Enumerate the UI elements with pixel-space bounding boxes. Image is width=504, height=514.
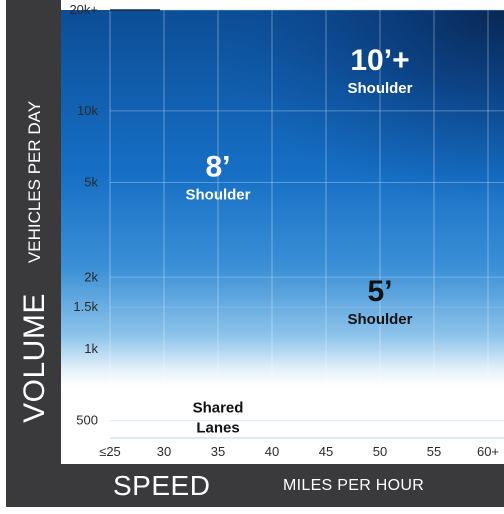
dark-corner-overlay	[110, 10, 504, 270]
zone-label: Shared	[193, 400, 244, 417]
y-axis-sublabel: VEHICLES PER DAY	[25, 100, 44, 264]
zone-size-label: 10’+	[350, 44, 409, 77]
y-tick-label: 2k	[84, 269, 98, 284]
x-axis-sublabel: MILES PER HOUR	[283, 477, 425, 494]
bottom-frame	[6, 464, 504, 507]
zone-label: Shoulder	[347, 311, 412, 328]
x-tick-label: 30	[157, 444, 171, 459]
y-tick-labels: 500 1k 1.5k 2k 5k 10k 20k+	[69, 2, 98, 428]
y-tick-label: 1k	[84, 341, 98, 356]
x-axis-label: SPEED	[113, 470, 211, 501]
zone-label: Shoulder	[347, 80, 412, 97]
y-tick-label: 1.5k	[73, 299, 98, 314]
x-tick-label: 35	[211, 444, 225, 459]
zone-1: 5’ Shoulder	[347, 275, 412, 328]
x-tick-label: 50	[373, 444, 387, 459]
zone-label: Shoulder	[185, 187, 250, 204]
y-tick-label: 20k+	[69, 2, 98, 17]
grid-lines	[109, 9, 504, 439]
zone-3: 10’+ Shoulder	[347, 44, 412, 97]
y-tick-label: 10k	[77, 103, 98, 118]
x-tick-label: 45	[319, 444, 333, 459]
zone-2: 8’ Shoulder	[185, 151, 250, 204]
x-tick-label: 55	[427, 444, 441, 459]
left-frame	[6, 0, 61, 507]
zone-labels: Shared Lanes 5’ Shoulder 8’ Shoulder 10’+ Shoul…	[185, 44, 412, 437]
zone-size-label: 8’	[205, 151, 230, 184]
y-tick-label: 500	[76, 413, 98, 428]
x-tick-label: 40	[265, 444, 279, 459]
zone-0: Shared Lanes	[193, 400, 244, 437]
zone-size-label: 5’	[367, 275, 392, 308]
zone-label: Lanes	[196, 420, 239, 437]
x-tick-labels: ≤25 30 35 40 45 50 55 60+	[99, 444, 499, 459]
y-tick-label: 5k	[84, 175, 98, 190]
y-axis-label: VOLUME	[18, 293, 51, 423]
x-tick-label: 60+	[477, 444, 499, 459]
x-tick-label: ≤25	[99, 444, 121, 459]
